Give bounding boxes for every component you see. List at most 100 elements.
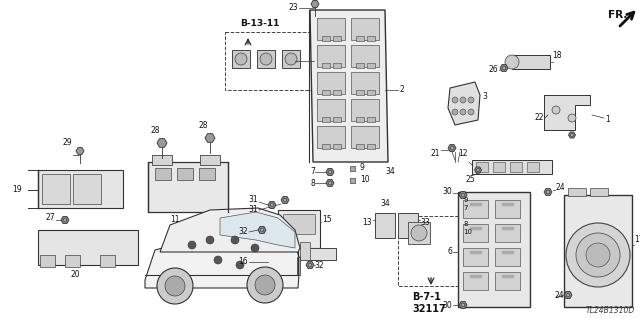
Circle shape xyxy=(546,190,550,194)
Bar xyxy=(297,257,300,275)
Text: 1: 1 xyxy=(605,115,610,124)
Text: 8: 8 xyxy=(463,221,467,227)
Text: TL24B1310D: TL24B1310D xyxy=(586,306,635,315)
Circle shape xyxy=(255,275,275,295)
Circle shape xyxy=(552,106,560,114)
Circle shape xyxy=(188,241,196,249)
Bar xyxy=(463,200,488,218)
Circle shape xyxy=(576,233,620,277)
Text: 22: 22 xyxy=(534,114,544,122)
Circle shape xyxy=(468,97,474,103)
Bar xyxy=(333,36,341,41)
Bar xyxy=(317,72,345,94)
Bar xyxy=(408,222,430,244)
Circle shape xyxy=(452,97,458,103)
Text: 26: 26 xyxy=(488,65,498,75)
Text: 33: 33 xyxy=(420,218,429,227)
Polygon shape xyxy=(145,235,300,288)
Bar xyxy=(322,144,330,149)
Bar xyxy=(472,160,552,174)
Bar xyxy=(322,63,330,68)
Polygon shape xyxy=(448,82,480,125)
Circle shape xyxy=(260,53,272,65)
Bar xyxy=(278,210,320,248)
Text: 18: 18 xyxy=(552,51,561,61)
Bar xyxy=(527,162,539,172)
Text: 32117: 32117 xyxy=(412,304,445,314)
Text: 30: 30 xyxy=(442,188,452,197)
Text: 11: 11 xyxy=(170,215,180,224)
Circle shape xyxy=(260,228,264,232)
Bar xyxy=(100,255,115,267)
Bar xyxy=(590,188,608,196)
Text: 10: 10 xyxy=(463,229,472,235)
Bar xyxy=(495,200,520,218)
Bar xyxy=(148,162,228,212)
Text: 24: 24 xyxy=(554,291,564,300)
Text: 13: 13 xyxy=(362,218,372,227)
Bar xyxy=(351,99,379,121)
Polygon shape xyxy=(220,212,295,248)
Bar xyxy=(458,192,530,307)
Bar xyxy=(375,213,395,238)
Text: 6: 6 xyxy=(447,248,452,256)
Circle shape xyxy=(235,53,247,65)
Text: 10: 10 xyxy=(360,175,370,184)
Bar xyxy=(73,174,101,204)
Circle shape xyxy=(568,114,576,122)
Bar xyxy=(322,117,330,122)
Bar xyxy=(398,216,463,286)
Bar xyxy=(152,155,172,165)
Text: 7: 7 xyxy=(310,167,315,176)
Circle shape xyxy=(251,244,259,252)
Circle shape xyxy=(452,109,458,115)
Text: 16: 16 xyxy=(238,257,248,266)
Circle shape xyxy=(328,181,332,185)
Bar xyxy=(367,90,375,95)
Text: 21: 21 xyxy=(431,149,440,158)
Circle shape xyxy=(586,243,610,267)
Circle shape xyxy=(285,53,297,65)
Bar xyxy=(367,117,375,122)
Bar xyxy=(322,90,330,95)
Bar xyxy=(495,248,520,266)
Bar xyxy=(398,213,418,238)
Circle shape xyxy=(460,109,466,115)
Bar xyxy=(356,117,364,122)
Bar xyxy=(282,50,300,68)
Circle shape xyxy=(247,267,283,303)
Bar xyxy=(349,166,355,170)
Circle shape xyxy=(231,236,239,244)
Bar xyxy=(225,32,315,90)
Circle shape xyxy=(502,66,506,70)
Bar xyxy=(476,162,488,172)
Text: 34: 34 xyxy=(380,199,390,208)
Bar xyxy=(512,55,550,69)
Bar xyxy=(322,36,330,41)
Text: 3: 3 xyxy=(482,92,487,101)
Bar xyxy=(568,188,586,196)
Text: 19: 19 xyxy=(12,186,22,195)
Text: 32: 32 xyxy=(238,227,248,236)
Bar xyxy=(200,155,220,165)
Text: 28: 28 xyxy=(198,121,208,130)
Bar xyxy=(333,63,341,68)
Text: 32: 32 xyxy=(314,261,324,270)
Text: B-13-11: B-13-11 xyxy=(240,19,280,28)
Bar xyxy=(283,214,315,234)
Bar xyxy=(155,168,171,180)
Circle shape xyxy=(283,198,287,202)
Bar xyxy=(493,162,505,172)
Bar xyxy=(495,272,520,290)
Bar xyxy=(349,177,355,182)
Circle shape xyxy=(570,133,573,137)
Bar xyxy=(367,36,375,41)
Polygon shape xyxy=(310,10,388,162)
Circle shape xyxy=(460,97,466,103)
Circle shape xyxy=(566,293,570,297)
Bar xyxy=(463,248,488,266)
Bar xyxy=(300,242,310,260)
Bar xyxy=(317,45,345,67)
Text: B-7-1: B-7-1 xyxy=(412,292,441,302)
Polygon shape xyxy=(544,95,590,130)
